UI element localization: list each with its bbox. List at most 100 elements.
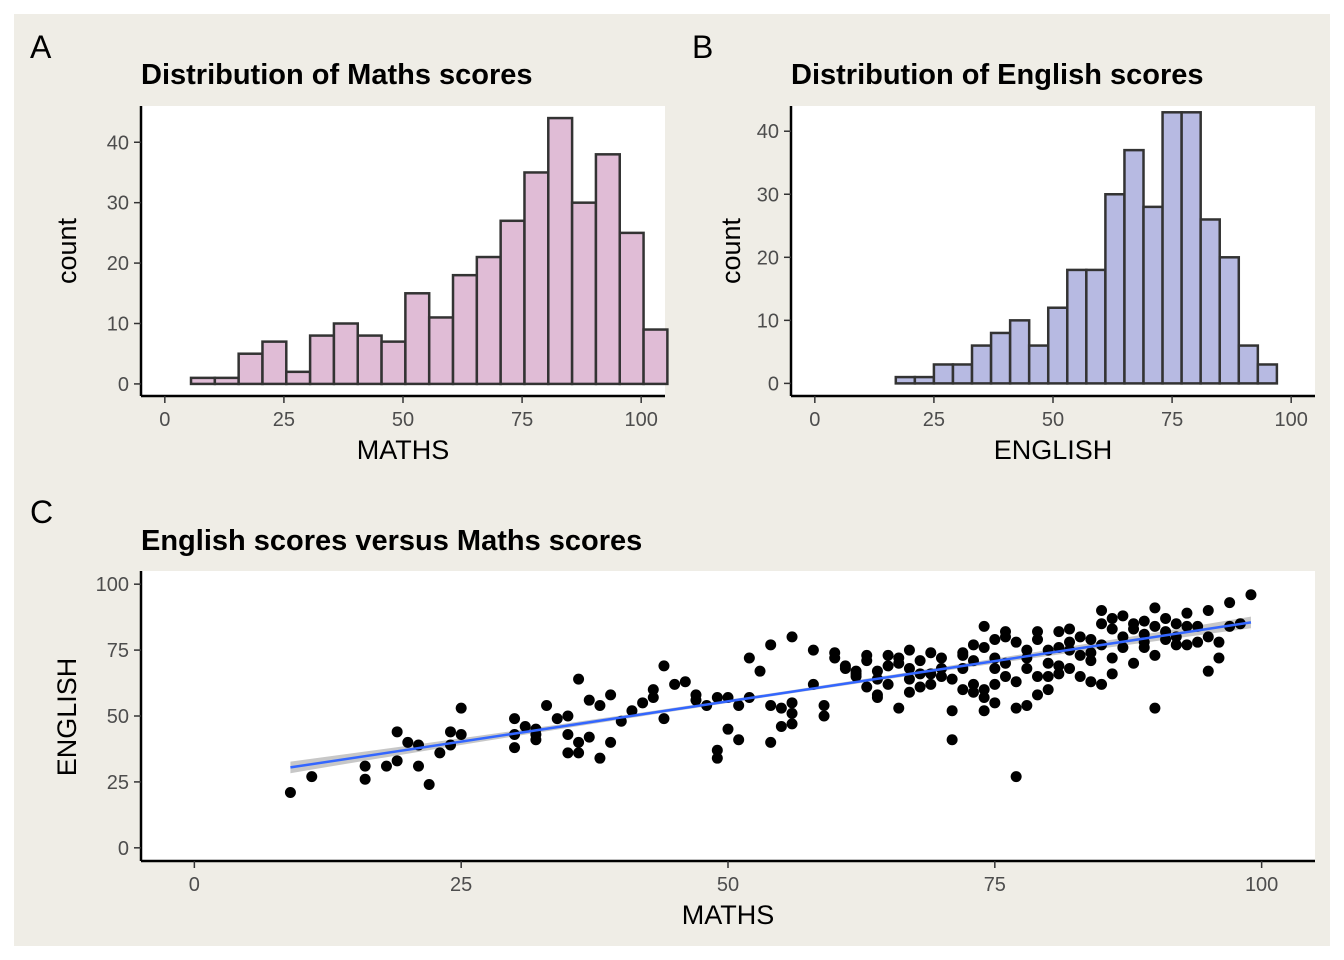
scatter-point <box>1042 684 1054 696</box>
scatter-point <box>1096 618 1108 630</box>
scatter-point <box>871 689 883 701</box>
chart-title-c: English scores versus Maths scores <box>141 525 642 557</box>
bars-b <box>894 111 1279 385</box>
scatter-point <box>946 734 958 746</box>
histogram-bar <box>213 376 240 386</box>
chart-title-a: Distribution of Maths scores <box>141 59 533 91</box>
x-tick-label-b: 75 <box>1161 409 1183 431</box>
scatter-point <box>999 670 1011 682</box>
scatter-point <box>573 736 585 748</box>
scatter-point <box>935 652 947 664</box>
y-tick-label-b: 10 <box>757 310 779 332</box>
scatter-point <box>1202 605 1214 617</box>
scatter-point <box>925 647 937 659</box>
plot-area-c <box>141 571 1315 861</box>
histogram-bar <box>499 219 526 386</box>
scatter-point <box>1032 634 1044 646</box>
scatter-point <box>1138 641 1150 653</box>
scatter-point <box>978 641 990 653</box>
y-tick-label-c: 75 <box>107 640 129 662</box>
scatter-point <box>434 747 446 759</box>
scatter-point <box>1170 639 1182 651</box>
scatter-point <box>1053 660 1065 672</box>
y-axis-title-b: count <box>716 217 746 284</box>
histogram-bar <box>1085 268 1107 385</box>
histogram-bar <box>618 231 645 386</box>
panel-b: B Distribution of English scores 0 25 50 75… <box>692 29 1315 465</box>
scatter-point <box>722 723 734 735</box>
histogram-bar <box>380 340 407 386</box>
panel-a: A Distribution of Maths scores 0 25 50 75 10… <box>30 29 669 465</box>
x-tick-label-c: 75 <box>984 874 1006 896</box>
scatter-point <box>871 665 883 677</box>
scatter-point <box>967 639 979 651</box>
scatter-point <box>989 634 1001 646</box>
scatter-point <box>818 710 830 722</box>
scatter-point <box>978 620 990 632</box>
x-axis-title-b: ENGLISH <box>994 435 1113 465</box>
axes-c: 0 25 50 75 100 0 25 50 75 100 <box>96 571 1315 896</box>
panel-c: C English scores versus Maths scores 0 25… <box>30 494 1315 930</box>
scatter-point <box>658 713 670 725</box>
scatter-point <box>839 660 851 672</box>
scatter-point <box>925 678 937 690</box>
scatter-point <box>957 684 969 696</box>
scatter-point <box>765 736 777 748</box>
scatter-point <box>1064 623 1076 635</box>
scatter-point <box>359 773 371 785</box>
scatter-point <box>1085 634 1097 646</box>
histogram-bar <box>894 375 917 385</box>
histogram-bar <box>1046 306 1069 385</box>
y-tick-label-c: 0 <box>118 838 129 860</box>
y-tick-label-b: 0 <box>768 373 779 395</box>
scatter-point <box>754 665 766 677</box>
scatter-point <box>1245 589 1257 601</box>
axes-b: 0 25 50 75 100 0 10 20 30 40 <box>757 106 1315 431</box>
scatter-point <box>1202 665 1214 677</box>
x-tick-label-b: 100 <box>1274 409 1307 431</box>
figure-svg: A Distribution of Maths scores 0 25 50 75 10… <box>30 29 1315 930</box>
histogram-bar <box>594 153 621 386</box>
scatter-point <box>583 731 595 743</box>
scatter-point <box>711 692 723 704</box>
y-tick-label-c: 25 <box>107 772 129 794</box>
scatter-point <box>1202 631 1214 643</box>
scatter-point <box>1053 668 1065 680</box>
scatter-point <box>1138 615 1150 627</box>
scatter-point <box>882 660 894 672</box>
x-tick-label-a: 0 <box>159 409 170 431</box>
scatter-point <box>1074 649 1086 661</box>
figure-panel: A Distribution of Maths scores 0 25 50 75 10… <box>14 14 1330 946</box>
x-tick-label-a: 25 <box>273 409 295 431</box>
scatter-point <box>1181 639 1193 651</box>
scatter-point <box>914 655 926 667</box>
x-tick-label-a: 100 <box>624 409 657 431</box>
y-tick-label-b: 20 <box>757 247 779 269</box>
histogram-bar <box>913 375 936 385</box>
x-tick-label-c: 100 <box>1245 874 1278 896</box>
histogram-bar <box>570 201 598 386</box>
histogram-bar <box>1237 344 1260 385</box>
histogram-bar <box>1027 344 1050 385</box>
scatter-point <box>1181 620 1193 632</box>
scatter-point <box>391 755 403 767</box>
scatter-point <box>455 702 467 714</box>
scatter-point <box>402 736 414 748</box>
scatter-point <box>519 721 531 733</box>
scatter-point <box>786 718 798 730</box>
scatter-point <box>967 686 979 698</box>
histogram-bar <box>261 340 288 386</box>
scatter-point <box>743 652 755 664</box>
x-tick-label-a: 50 <box>392 409 414 431</box>
scatter-point <box>999 626 1011 638</box>
scatter-point <box>1106 612 1118 624</box>
scatter-point <box>1021 699 1033 711</box>
axes-a: 0 25 50 75 100 0 10 20 30 40 <box>107 106 665 431</box>
scatter-point <box>423 779 435 791</box>
scatter-point <box>1117 641 1129 653</box>
scatter-point <box>882 678 894 690</box>
scatter-point <box>1117 631 1129 643</box>
scatter-point <box>989 678 1001 690</box>
x-tick-label-c: 50 <box>717 874 739 896</box>
scatter-point <box>1064 663 1076 675</box>
